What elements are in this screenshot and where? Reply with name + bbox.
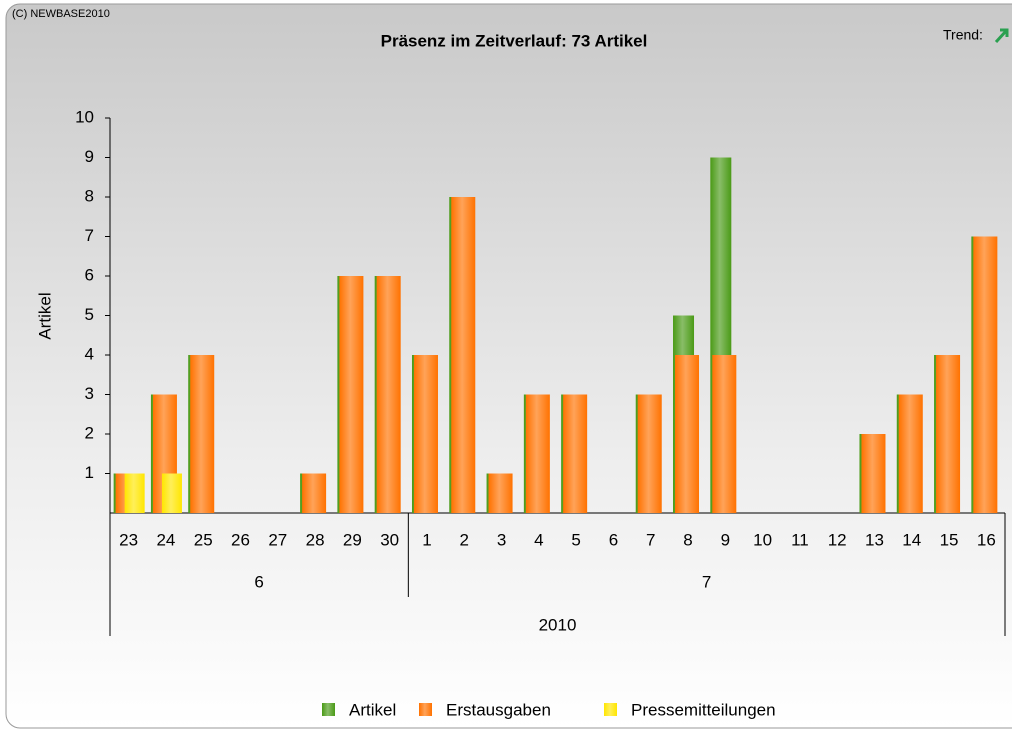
legend-swatch bbox=[604, 703, 617, 716]
y-tick-label: 6 bbox=[85, 265, 94, 284]
x-tick-label: 3 bbox=[497, 530, 506, 549]
x-tick-label: 28 bbox=[306, 530, 325, 549]
x-tick-label: 10 bbox=[753, 530, 772, 549]
bar bbox=[973, 236, 998, 513]
bar bbox=[413, 355, 438, 513]
x-tick-label: 26 bbox=[231, 530, 250, 549]
x-tick-label: 9 bbox=[721, 530, 730, 549]
trend-arrow bbox=[994, 28, 1009, 44]
x-tick-label: 14 bbox=[902, 530, 921, 549]
legend-swatch bbox=[419, 703, 432, 716]
x-tick-label: 2 bbox=[460, 530, 469, 549]
x-tick-label: 25 bbox=[194, 530, 213, 549]
bar bbox=[898, 394, 923, 513]
bar bbox=[339, 276, 364, 513]
bar bbox=[525, 394, 550, 513]
x-tick-label: 13 bbox=[865, 530, 884, 549]
y-tick-label: 2 bbox=[85, 423, 94, 442]
legend-label: Pressemitteilungen bbox=[631, 700, 776, 719]
y-tick-label: 4 bbox=[85, 344, 94, 363]
background bbox=[5, 3, 1012, 729]
bar bbox=[936, 355, 961, 513]
trend-label: Trend: bbox=[943, 27, 983, 43]
x-tick-label: 4 bbox=[534, 530, 543, 549]
legend-label: Erstausgaben bbox=[446, 700, 551, 719]
x-tick-label: 30 bbox=[380, 530, 399, 549]
copyright: (C) NEWBASE2010 bbox=[12, 8, 110, 20]
bar bbox=[124, 473, 145, 513]
y-tick-label: 1 bbox=[85, 463, 94, 482]
y-tick-label: 7 bbox=[85, 226, 94, 245]
y-axis-label: Artikel bbox=[35, 292, 54, 339]
bar bbox=[861, 434, 886, 513]
month-label: 7 bbox=[702, 572, 711, 591]
year-label: 2010 bbox=[539, 615, 577, 634]
x-tick-label: 8 bbox=[683, 530, 692, 549]
bar bbox=[161, 473, 182, 513]
x-tick-label: 1 bbox=[422, 530, 431, 549]
x-tick-label: 5 bbox=[571, 530, 580, 549]
x-tick-label: 11 bbox=[791, 530, 809, 549]
y-tick-label: 9 bbox=[85, 147, 94, 166]
y-tick-label: 5 bbox=[85, 305, 94, 324]
y-tick-label: 10 bbox=[75, 107, 94, 126]
x-tick-label: 29 bbox=[343, 530, 362, 549]
legend-swatch bbox=[322, 703, 335, 716]
x-tick-label: 23 bbox=[119, 530, 138, 549]
bar bbox=[675, 355, 700, 513]
x-tick-label: 15 bbox=[940, 530, 959, 549]
legend-label: Artikel bbox=[349, 700, 396, 719]
bar bbox=[302, 473, 327, 513]
month-label: 6 bbox=[254, 572, 263, 591]
bar bbox=[712, 355, 737, 513]
y-tick-label: 3 bbox=[85, 384, 94, 403]
bar bbox=[376, 276, 401, 513]
y-tick-label: 8 bbox=[85, 186, 94, 205]
bar bbox=[637, 394, 662, 513]
x-tick-label: 6 bbox=[609, 530, 618, 549]
x-tick-label: 16 bbox=[977, 530, 996, 549]
bar bbox=[190, 355, 215, 513]
x-tick-label: 24 bbox=[156, 530, 175, 549]
x-tick-label: 12 bbox=[828, 530, 847, 549]
bar bbox=[563, 394, 588, 513]
bar bbox=[488, 473, 513, 513]
chart-title: Präsenz im Zeitverlauf: 73 Artikel bbox=[381, 31, 648, 50]
bar bbox=[451, 197, 476, 513]
x-tick-label: 27 bbox=[268, 530, 287, 549]
x-tick-label: 7 bbox=[646, 530, 655, 549]
